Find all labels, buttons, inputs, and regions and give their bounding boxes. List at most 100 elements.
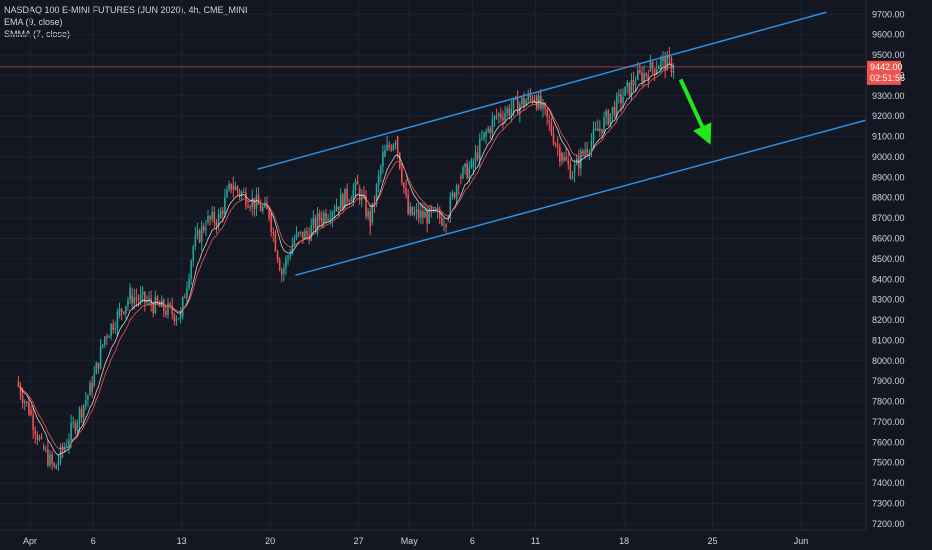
candle-body	[32, 414, 34, 431]
candle-body	[495, 116, 498, 118]
candle-body	[630, 79, 633, 95]
candle-body	[668, 55, 671, 59]
candle-body	[230, 183, 232, 191]
forecast-arrow[interactable]	[678, 78, 712, 145]
y-tick-label: 8200.00	[872, 315, 905, 325]
y-tick-label: 9100.00	[872, 132, 905, 142]
legend-symbol: NASDAQ 100 E-MINI FUTURES (JUN 2020), 4h…	[4, 5, 248, 15]
candle-body	[49, 454, 51, 466]
candle-body	[476, 152, 479, 160]
candle-body	[89, 382, 91, 396]
candle-body	[382, 152, 384, 167]
candle-body	[613, 106, 616, 116]
candle-body	[17, 381, 20, 387]
candle-body	[342, 194, 344, 209]
candle-body	[287, 256, 289, 259]
candle-body	[655, 69, 658, 74]
candle-body	[582, 151, 584, 154]
candle-body	[567, 160, 570, 165]
candle-body	[141, 291, 144, 295]
candle-body	[308, 234, 310, 241]
candle-body	[194, 235, 197, 247]
candle-body	[144, 291, 146, 303]
candle-body	[502, 117, 504, 121]
legend-ema: EMA (9, close)	[4, 17, 63, 27]
candle-body	[112, 323, 115, 330]
candle-body	[232, 185, 235, 190]
candle-body	[137, 298, 140, 301]
candle-body	[158, 303, 161, 307]
candle-body	[177, 318, 180, 320]
y-tick-label: 9500.00	[872, 50, 905, 60]
candle-body	[228, 183, 230, 190]
candle-body	[333, 210, 336, 213]
candle-body	[449, 197, 452, 219]
candle-body	[472, 161, 475, 168]
candle-body	[274, 233, 277, 252]
candle-body	[318, 213, 321, 220]
candle-body	[556, 144, 559, 148]
y-tick-label: 8000.00	[872, 356, 905, 366]
channel-upper-line[interactable]	[257, 11, 827, 170]
candle-body	[415, 209, 418, 213]
candle-body	[407, 194, 409, 215]
candle-body	[291, 245, 294, 255]
candle-body	[601, 128, 603, 134]
candle-body	[114, 328, 117, 330]
candle-body	[672, 71, 675, 73]
candle-body	[428, 207, 431, 224]
candle-body	[74, 422, 77, 432]
candle-body	[331, 212, 334, 219]
candle-body	[636, 70, 639, 80]
candle-body	[436, 210, 439, 212]
candle-body	[156, 296, 159, 304]
x-tick-label: 18	[619, 536, 629, 546]
candle-body	[609, 113, 612, 125]
candle-body	[424, 212, 426, 218]
candle-body	[295, 232, 298, 239]
candle-body	[297, 232, 300, 234]
candle-body	[390, 147, 393, 150]
candle-body	[500, 113, 502, 118]
candle-body	[561, 152, 563, 161]
candle-body	[120, 308, 123, 312]
candle-body	[68, 440, 70, 446]
candle-body	[641, 72, 643, 82]
candle-body	[559, 147, 561, 162]
price-axis[interactable]	[866, 0, 932, 550]
candle-body	[460, 177, 462, 179]
candle-body	[529, 94, 532, 98]
candle-body	[422, 210, 424, 218]
channel-lower-line[interactable]	[295, 90, 932, 276]
candle-body	[607, 110, 610, 125]
candle-body	[181, 297, 184, 316]
y-tick-label: 8100.00	[872, 335, 905, 345]
candle-body	[386, 144, 388, 151]
candle-body	[251, 198, 254, 208]
candle-body	[478, 138, 481, 160]
candle-body	[122, 311, 125, 314]
candle-body	[620, 94, 622, 104]
candle-body	[546, 108, 548, 118]
candle-body	[36, 435, 39, 440]
candle-body	[152, 305, 155, 314]
y-tick-label: 8500.00	[872, 254, 905, 264]
candle-body	[361, 194, 363, 201]
candle-body	[375, 184, 378, 204]
candle-body	[304, 230, 306, 240]
candle-body	[411, 206, 414, 215]
candle-body	[365, 196, 367, 217]
candle-body	[624, 86, 626, 96]
candle-body	[55, 465, 58, 469]
candle-body	[346, 188, 348, 202]
candle-body	[504, 113, 506, 121]
candle-body	[396, 136, 399, 153]
last-price-value: 9442.00	[870, 62, 903, 72]
candle-body	[525, 100, 527, 106]
candle-body	[643, 73, 645, 82]
candle-body	[131, 295, 133, 304]
candle-body	[198, 230, 201, 243]
candle-body	[53, 463, 56, 467]
y-tick-label: 9600.00	[872, 30, 905, 40]
